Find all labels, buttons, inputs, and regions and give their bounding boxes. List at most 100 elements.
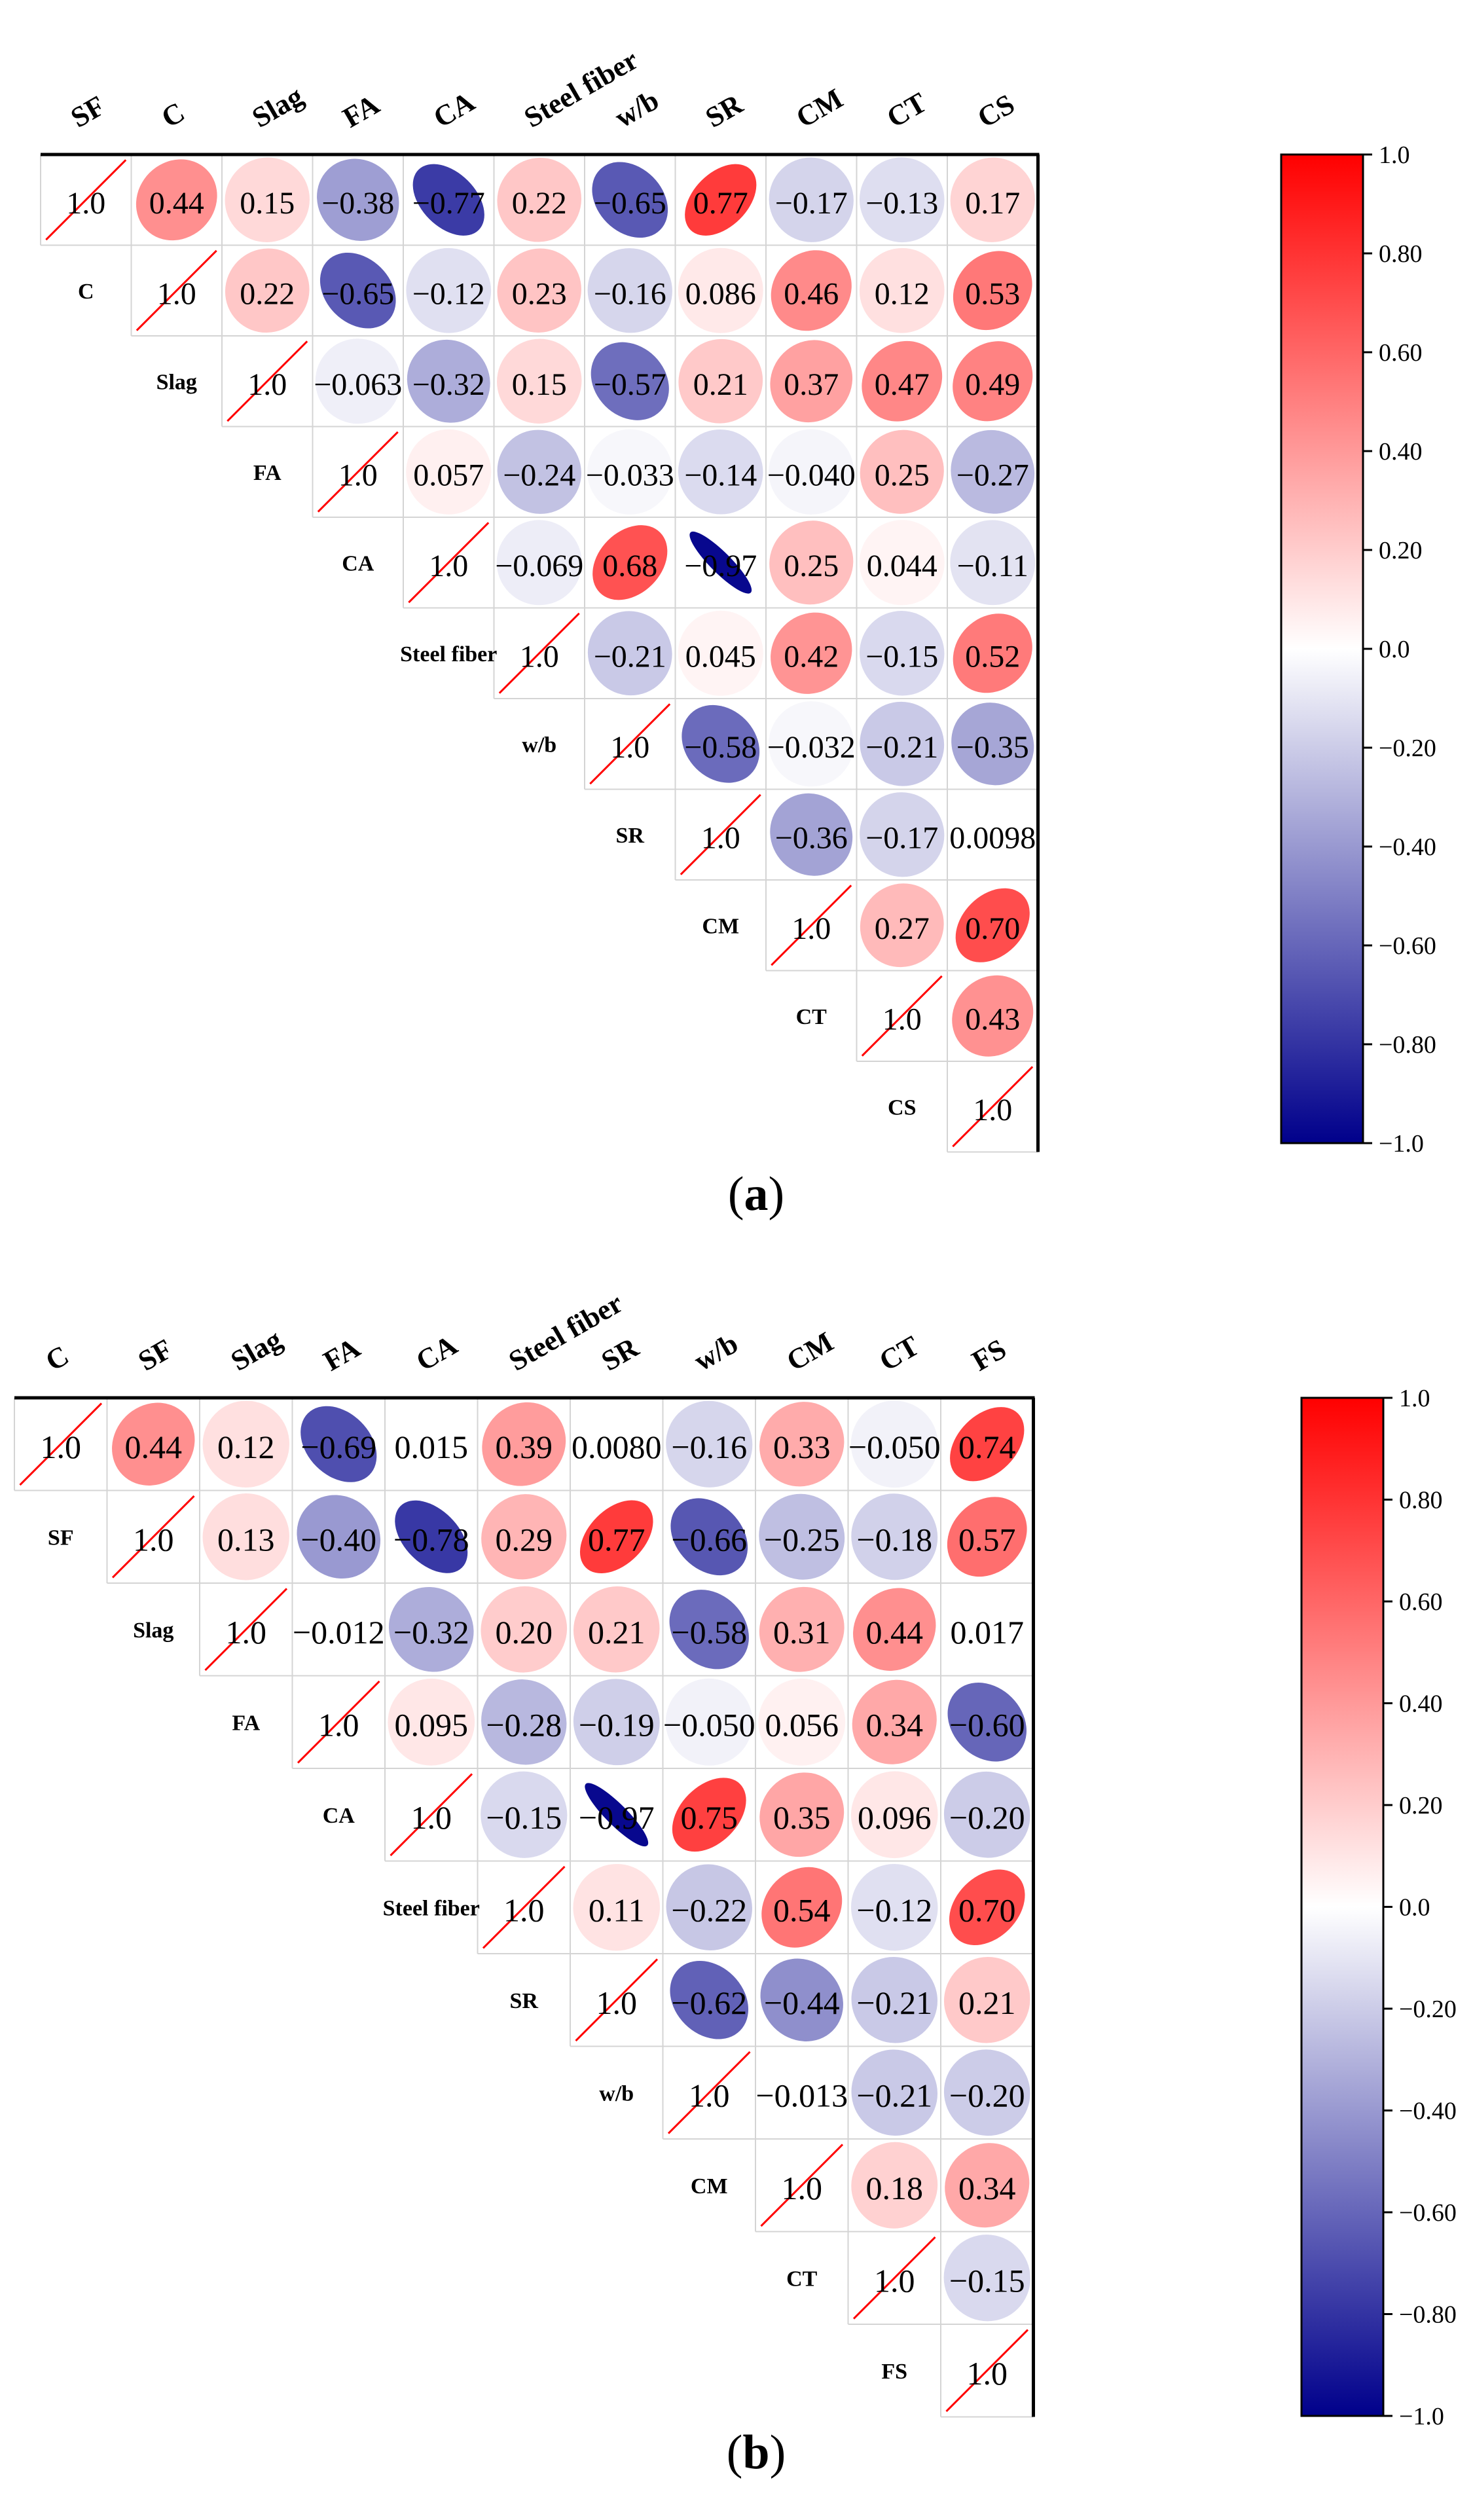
cell-value-label: −0.13 [865, 186, 938, 221]
heatmap-cell: −0.78 [393, 1500, 469, 1573]
correlation-ellipse [955, 888, 1030, 962]
cell-value-label: 0.045 [685, 640, 756, 674]
colorbar-tick-label: 0.60 [1379, 339, 1423, 367]
colorbar-tick-label: 0.80 [1379, 240, 1423, 268]
cell-value-label: 1.0 [874, 2262, 915, 2299]
cell-value-label: 0.54 [773, 1891, 831, 1928]
diagonal-slash [390, 1773, 473, 1857]
cell-value-label: 0.31 [773, 1614, 831, 1651]
heatmap-cell: 1.0 [952, 1066, 1034, 1148]
row-label-fs: FS [881, 2360, 907, 2384]
correlation-ellipse [666, 1400, 753, 1488]
cell-value-label: −0.28 [486, 1706, 562, 1743]
heatmap-cell: 0.37 [770, 340, 853, 423]
cell-value-label: −0.69 [300, 1429, 376, 1465]
row-label-cm: CM [691, 2174, 728, 2199]
correlation-ellipse [592, 525, 668, 600]
top-label-slag: Slag [225, 1323, 287, 1378]
correlation-ellipse [851, 2142, 938, 2229]
heatmap-cell: −0.12 [850, 1863, 938, 1951]
diagonal-slash [952, 1066, 1034, 1148]
heatmap-cell: 1.0 [227, 340, 308, 422]
cell-value-label: −0.18 [856, 1521, 932, 1558]
correlation-ellipse [862, 340, 943, 422]
cell-value-label: −0.44 [764, 1984, 840, 2021]
diagonal-slash [771, 885, 852, 966]
heatmap-cell: 1.0 [498, 612, 580, 694]
heatmap-cell: 0.0098 [949, 821, 1036, 856]
cell-value-label: 0.057 [413, 458, 484, 493]
heatmap-cell: 0.12 [202, 1400, 290, 1488]
cell-value-label: 0.12 [217, 1429, 275, 1465]
correlation-ellipse [943, 1771, 1030, 1858]
cell-value-label: −0.050 [848, 1429, 941, 1465]
heatmap-cell: 0.015 [395, 1429, 469, 1465]
correlation-ellipse [202, 1400, 290, 1488]
cell-value-label: 0.017 [951, 1614, 1025, 1651]
correlation-ellipse [951, 703, 1034, 786]
correlation-ellipse [771, 250, 852, 331]
cell-value-label: 0.53 [965, 277, 1020, 312]
heatmap-cell: 0.13 [202, 1493, 289, 1580]
heatmap-cell: −0.15 [943, 2235, 1030, 2322]
panel-caption: (b) [727, 2426, 786, 2479]
heatmap-cell: 0.46 [771, 250, 852, 331]
heatmap-cell: 0.044 [859, 520, 945, 606]
correlation-ellipse [769, 520, 854, 605]
correlation-ellipse [851, 1493, 938, 1580]
row-label-fa: FA [232, 1711, 260, 1735]
colorbar-tick-label: −1.0 [1399, 2403, 1444, 2430]
correlation-heatmap-a: 1.0 0.44 0.15 −0.38 −0.77 0.22 −0.65 0.77 −0.17−… [40, 43, 1436, 1221]
cell-value-label: 0.47 [875, 367, 930, 402]
cell-value-label: −0.012 [293, 1614, 385, 1651]
cell-value-label: 0.57 [958, 1521, 1016, 1558]
colorbar-tick-label: 0.20 [1399, 1792, 1443, 1819]
correlation-ellipse [859, 247, 945, 333]
heatmap-cell: 1.0 [408, 522, 490, 604]
heatmap-cell: 0.18 [851, 2142, 938, 2229]
cell-value-label: 1.0 [318, 1706, 359, 1743]
cell-value-label: −0.16 [594, 277, 666, 312]
heatmap-cell: 0.47 [862, 340, 943, 422]
cell-value-label: −0.063 [314, 367, 402, 402]
cell-value-label: −0.033 [586, 458, 674, 493]
heatmap-cell: 0.21 [678, 338, 763, 424]
top-label-sf: SF [65, 90, 111, 134]
cell-value-label: 0.18 [866, 2170, 924, 2206]
heatmap-cell: 0.29 [481, 1494, 567, 1580]
correlation-ellipse [317, 158, 399, 241]
heatmap-cell: 1.0 [317, 431, 399, 513]
heatmap-cell: 0.57 [947, 1497, 1027, 1577]
heatmap-cell: 1.0 [945, 2329, 1029, 2413]
correlation-ellipse [951, 429, 1035, 514]
cell-value-label: −0.65 [321, 277, 394, 312]
cell-value-label: 0.49 [965, 367, 1020, 402]
top-label-sr: SR [700, 87, 748, 134]
colorbar-tick-label: 0.0 [1399, 1894, 1430, 1922]
colorbar-tick-label: −1.0 [1379, 1130, 1424, 1158]
heatmap-cell: −0.44 [760, 1958, 843, 2041]
correlation-ellipse [759, 1402, 845, 1487]
correlation-ellipse [945, 2143, 1030, 2228]
correlation-ellipse [850, 1771, 938, 1859]
correlation-ellipse [481, 1494, 567, 1580]
correlation-ellipse [395, 1500, 468, 1573]
top-label-sf: SF [133, 1333, 178, 1378]
heatmap-cell: 0.096 [850, 1771, 938, 1859]
heatmap-cell: −0.17 [769, 157, 854, 242]
correlation-ellipse [496, 520, 582, 606]
cell-value-label: 1.0 [411, 1799, 452, 1836]
colorbar-tick-label: −0.80 [1379, 1031, 1436, 1059]
correlation-ellipse [672, 1778, 746, 1852]
colorbar-tick-label: 0.0 [1379, 636, 1410, 663]
correlation-ellipse [950, 157, 1035, 242]
heatmap-cell: −0.65 [319, 252, 396, 329]
heatmap-cell: 0.53 [953, 251, 1032, 331]
cell-value-label: 0.21 [693, 367, 748, 402]
heatmap-cell: 0.34 [852, 1679, 937, 1764]
diagonal-slash [19, 1402, 103, 1486]
correlation-ellipse [670, 1498, 748, 1576]
heatmap-cell: −0.25 [759, 1493, 845, 1580]
cell-value-label: −0.069 [495, 549, 583, 583]
